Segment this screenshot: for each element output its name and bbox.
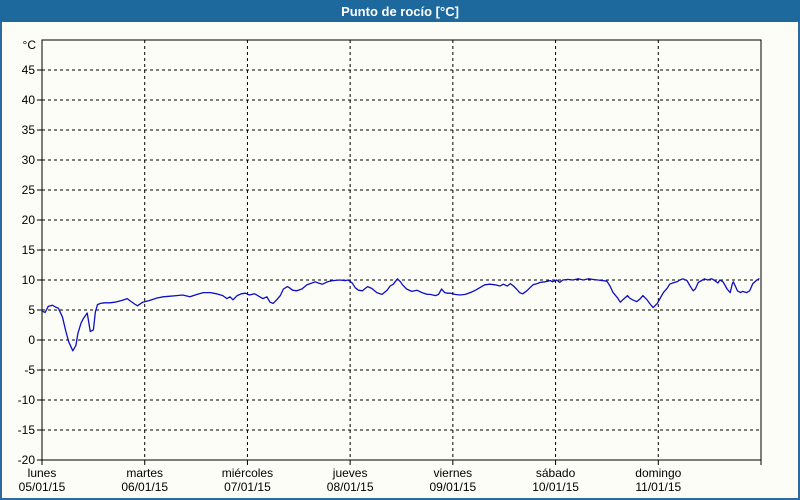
y-tick-label: -10 bbox=[18, 393, 36, 407]
axes bbox=[37, 39, 762, 465]
x-day-name-label: domingo bbox=[635, 466, 681, 480]
title-bar: Punto de rocío [°C] bbox=[0, 0, 800, 22]
chart-title: Punto de rocío [°C] bbox=[341, 3, 459, 19]
x-day-date-label: 08/01/15 bbox=[327, 480, 374, 494]
y-tick-label: 45 bbox=[22, 63, 36, 77]
data-series bbox=[41, 278, 760, 352]
x-day-name-label: lunes bbox=[28, 466, 57, 480]
x-day-date-label: 10/01/15 bbox=[532, 480, 579, 494]
x-day-name-label: martes bbox=[126, 466, 163, 480]
x-day-name-label: sábado bbox=[536, 466, 576, 480]
y-tick-label: 35 bbox=[22, 123, 36, 137]
y-tick-label: 25 bbox=[22, 183, 36, 197]
y-tick-label: 5 bbox=[28, 303, 35, 317]
x-day-name-label: viernes bbox=[434, 466, 473, 480]
dew-point-series-line bbox=[41, 278, 760, 352]
x-day-date-label: 05/01/15 bbox=[19, 480, 66, 494]
y-tick-label: 0 bbox=[28, 333, 35, 347]
y-tick-label: -5 bbox=[24, 363, 35, 377]
y-tick-label: 15 bbox=[22, 243, 36, 257]
plot-border bbox=[41, 39, 762, 461]
y-tick-label: -20 bbox=[18, 453, 36, 467]
y-tick-label: 30 bbox=[22, 153, 36, 167]
y-tick-label: 10 bbox=[22, 273, 36, 287]
y-axis-unit-label: °C bbox=[23, 38, 37, 52]
x-day-date-label: 11/01/15 bbox=[635, 480, 681, 494]
y-tick-label: 40 bbox=[22, 93, 36, 107]
x-day-date-label: 09/01/15 bbox=[429, 480, 476, 494]
x-day-date-label: 06/01/15 bbox=[121, 480, 168, 494]
axis-labels: 45 40 35 30 25 20 15 10 5 0 -5 -10 -15 -20 °C lunes05/0… bbox=[18, 38, 682, 494]
gridlines bbox=[42, 40, 761, 460]
x-day-date-label: 07/01/15 bbox=[224, 480, 271, 494]
y-tick-label: -15 bbox=[18, 423, 36, 437]
x-day-name-label: miércoles bbox=[222, 466, 273, 480]
y-tick-label: 20 bbox=[22, 213, 36, 227]
x-day-name-label: jueves bbox=[332, 466, 368, 480]
